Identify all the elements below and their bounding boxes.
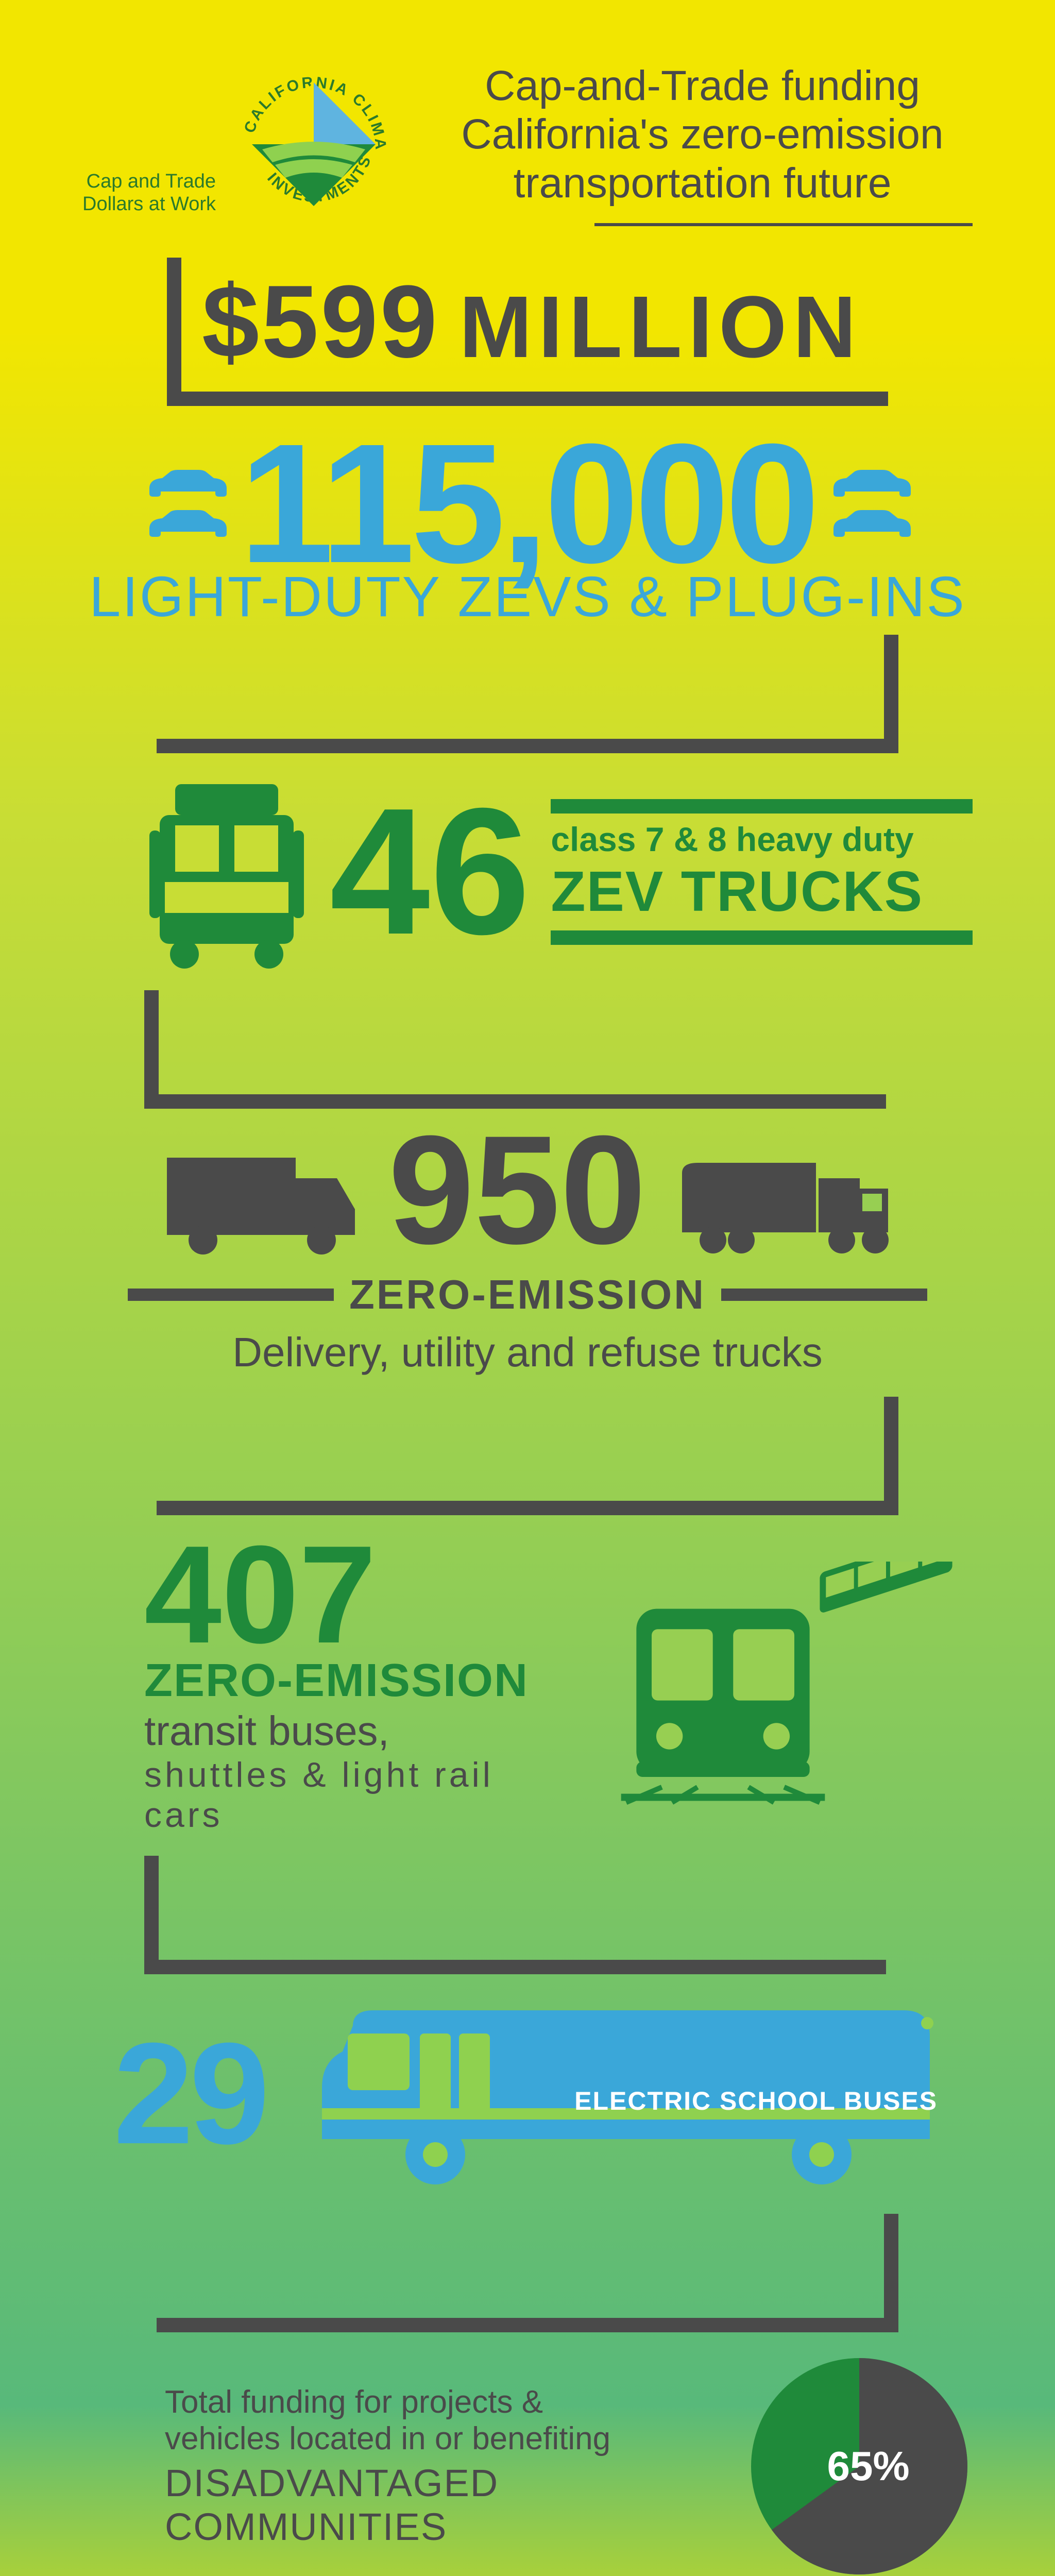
logo-tagline-line1: Cap and Trade — [82, 171, 216, 193]
connector — [157, 2214, 898, 2332]
sec4-zero-emission: ZERO-EMISSION — [144, 1654, 580, 1707]
car-icon — [142, 508, 229, 539]
sec2-line1: class 7 & 8 heavy duty — [551, 820, 973, 859]
school-bus-graphic: ELECTRIC SCHOOL BUSES — [286, 1995, 973, 2193]
rule — [551, 799, 973, 814]
amount-box: $599 MILLION — [167, 258, 888, 406]
sec2-number: 46 — [330, 795, 530, 948]
connector — [157, 635, 898, 753]
sec4-number: 407 — [144, 1536, 580, 1654]
section-disadvantaged: Total funding for projects & vehicles lo… — [82, 2353, 973, 2576]
amount-block: $599 MILLION — [82, 258, 973, 406]
rule — [128, 1289, 334, 1301]
infographic-page: Cap and Trade Dollars at Work CALIFORNIA… — [0, 0, 1055, 2576]
logo-tagline: Cap and Trade Dollars at Work — [82, 171, 216, 215]
amount-value: $599 — [202, 264, 439, 379]
sec1-label: LIGHT-DUTY ZEVS & PLUG-INS — [82, 564, 973, 630]
connector — [144, 1856, 886, 1974]
sec1-number: 115,000 — [240, 427, 816, 580]
sec2-text: class 7 & 8 heavy duty ZEV TRUCKS — [551, 793, 973, 951]
header-title: Cap-and-Trade funding California's zero-… — [432, 62, 973, 208]
section-light-duty: 115,000 LIGHT-DUTY ZEVS & PLUG-INS — [82, 427, 973, 630]
sec5-label: ELECTRIC SCHOOL BUSES — [574, 2086, 938, 2116]
header-rule — [594, 223, 973, 226]
sec3-number: 950 — [388, 1124, 646, 1256]
refuse-truck-icon — [672, 1142, 898, 1256]
connector — [144, 990, 886, 1109]
car-icon — [826, 508, 913, 539]
sec6-line2: vehicles located in or benefiting — [165, 2420, 725, 2457]
logo-block: Cap and Trade Dollars at Work CALIFORNIA… — [82, 62, 401, 237]
sec6-line3: DISADVANTAGED COMMUNITIES — [165, 2461, 725, 2549]
delivery-truck-icon — [157, 1142, 363, 1256]
rule — [721, 1289, 927, 1301]
sec3-zero-emission: ZERO-EMISSION — [349, 1271, 706, 1318]
car-icons-right — [826, 468, 913, 539]
logo-tagline-line2: Dollars at Work — [82, 193, 216, 216]
pie-label: 65% — [827, 2443, 910, 2490]
sec4-text: 407 ZERO-EMISSION transit buses, shuttle… — [144, 1536, 580, 1835]
sec5-number: 29 — [113, 2032, 265, 2155]
car-icon — [826, 468, 913, 499]
section-delivery-trucks: 950 ZERO-EMISSION Delivery, utility and … — [82, 1124, 973, 1376]
sec3-subtitle: Delivery, utility and refuse trucks — [82, 1329, 973, 1376]
header-title-wrap: Cap-and-Trade funding California's zero-… — [432, 62, 973, 226]
section-zev-trucks: 46 class 7 & 8 heavy duty ZEV TRUCKS — [82, 774, 973, 970]
sec4-line2: shuttles & light rail cars — [144, 1755, 580, 1835]
pie-chart: 65% — [746, 2353, 973, 2576]
section-school-buses: 29 ELECTRIC SC — [82, 1995, 973, 2193]
connector — [157, 1397, 898, 1515]
sec4-line1: transit buses, — [144, 1707, 580, 1755]
sec2-line2: ZEV TRUCKS — [551, 859, 973, 924]
rule — [551, 930, 973, 945]
sec6-line1: Total funding for projects & — [165, 2384, 725, 2420]
sec6-text: Total funding for projects & vehicles lo… — [165, 2384, 725, 2549]
car-icons-left — [142, 468, 229, 539]
amount-unit: MILLION — [459, 278, 862, 376]
section-transit: 407 ZERO-EMISSION transit buses, shuttle… — [82, 1536, 973, 1835]
semi-truck-front-icon — [144, 774, 309, 970]
light-rail-icon — [606, 1562, 973, 1809]
cci-logo-icon: CALIFORNIA CLIMATE INVESTMENTS — [226, 62, 401, 237]
header: Cap and Trade Dollars at Work CALIFORNIA… — [82, 62, 973, 237]
car-icon — [142, 468, 229, 499]
